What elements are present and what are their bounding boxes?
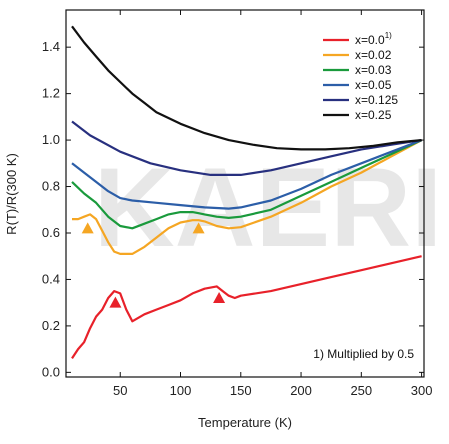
legend-label-4: x=0.125 xyxy=(355,93,398,107)
legend-label-0: x=0.01) xyxy=(355,31,392,47)
x-tick-label-4: 250 xyxy=(350,383,372,398)
x-tick-label-1: 100 xyxy=(170,383,192,398)
legend-label-2: x=0.03 xyxy=(355,63,392,77)
y-tick-label-2: 0.4 xyxy=(42,271,60,286)
series-line-4 xyxy=(71,120,422,176)
y-tick-label-0: 0.0 xyxy=(42,364,60,379)
x-tick-label-2: 150 xyxy=(230,383,252,398)
footnote: 1) Multiplied by 0.5 xyxy=(313,347,414,361)
series-line-5 xyxy=(71,25,422,151)
y-axis-label: R(T)/R(300 K) xyxy=(4,153,19,235)
plot-frame xyxy=(65,9,425,378)
y-tick-label-6: 1.2 xyxy=(42,86,60,101)
triangle-marker-1 xyxy=(192,222,205,234)
series-line-1 xyxy=(72,139,423,255)
series-line-2 xyxy=(71,139,423,230)
x-tick-label-0: 50 xyxy=(113,383,127,398)
series-line-0 xyxy=(71,255,422,360)
legend-label-5: x=0.25 xyxy=(355,108,392,122)
legend-label-1: x=0.02 xyxy=(355,48,392,62)
series-line-3 xyxy=(71,139,422,210)
y-tick-label-3: 0.6 xyxy=(42,225,60,240)
legend-label-3: x=0.05 xyxy=(355,78,392,92)
triangle-marker-3 xyxy=(213,292,226,304)
x-tick-label-3: 200 xyxy=(290,383,312,398)
triangle-marker-0 xyxy=(81,222,94,234)
watermark: KAERI xyxy=(94,145,442,270)
y-tick-label-4: 0.8 xyxy=(42,179,60,194)
y-tick-label-1: 0.2 xyxy=(42,318,60,333)
x-tick-label-5: 300 xyxy=(411,383,433,398)
y-tick-label-5: 1.0 xyxy=(42,132,60,147)
triangle-marker-2 xyxy=(109,296,122,308)
x-axis-label: Temperature (K) xyxy=(198,415,292,430)
y-tick-label-7: 1.4 xyxy=(42,39,60,54)
